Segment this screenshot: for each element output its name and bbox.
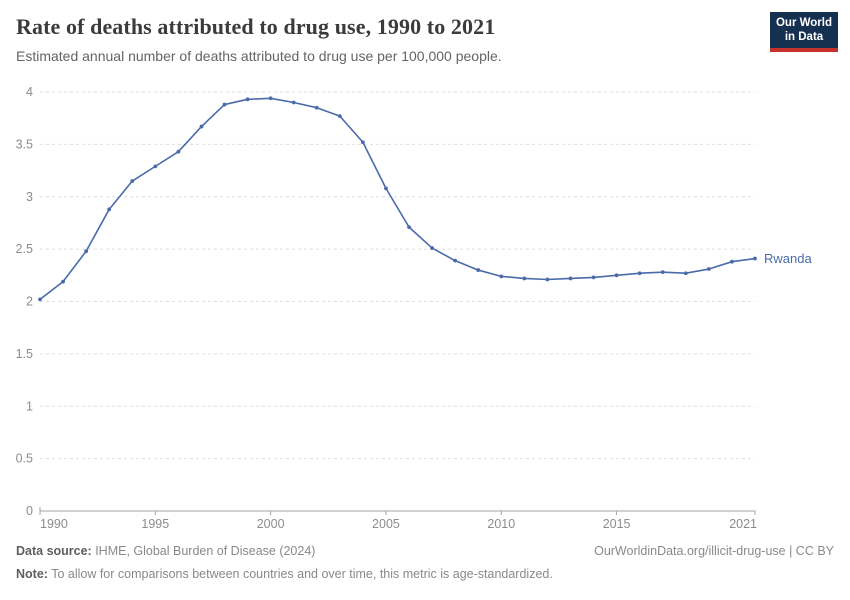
data-source-label: Data source:	[16, 544, 92, 558]
data-point	[314, 105, 319, 110]
chart-subtitle: Estimated annual number of deaths attrib…	[16, 48, 502, 64]
owid-logo[interactable]: Our World in Data	[770, 12, 838, 52]
x-axis-tick-label: 1990	[40, 517, 68, 531]
data-point	[614, 273, 619, 278]
data-point	[637, 271, 642, 276]
y-axis-tick-label: 1	[26, 399, 33, 413]
x-axis-tick-label: 1995	[141, 517, 169, 531]
y-axis-tick-label: 2.5	[16, 242, 33, 256]
data-point	[499, 274, 504, 279]
data-point	[245, 97, 250, 102]
data-point	[384, 186, 388, 191]
data-point	[176, 149, 181, 154]
y-axis-tick-label: 3	[26, 190, 33, 204]
data-point	[545, 277, 550, 282]
data-point	[591, 275, 596, 280]
footer-sources-row: Data source: IHME, Global Burden of Dise…	[16, 544, 834, 558]
data-source-text: Data source: IHME, Global Burden of Dise…	[16, 544, 315, 558]
data-point	[268, 96, 273, 101]
data-point	[683, 271, 688, 276]
data-point	[430, 246, 434, 250]
x-axis-tick-label: 2015	[603, 517, 631, 531]
data-point	[476, 268, 481, 272]
y-axis-tick-label: 4	[26, 85, 33, 99]
note-value: To allow for comparisons between countri…	[47, 567, 553, 581]
data-point	[337, 114, 342, 118]
page-title: Rate of deaths attributed to drug use, 1…	[16, 14, 496, 39]
data-point	[153, 164, 158, 169]
data-source-value: IHME, Global Burden of Disease (2024)	[91, 544, 316, 558]
data-point	[84, 249, 89, 254]
data-point	[199, 124, 204, 129]
data-point	[660, 270, 665, 275]
x-axis-tick-label: 2000	[257, 517, 285, 531]
note-label: Note:	[16, 567, 48, 581]
data-point	[407, 225, 411, 230]
data-point	[291, 100, 296, 105]
data-point	[107, 207, 112, 212]
data-point	[730, 259, 734, 264]
data-point	[38, 297, 42, 302]
footer-note-row: Note: To allow for comparisons between c…	[16, 567, 834, 581]
series-end-label[interactable]: Rwanda	[764, 251, 812, 266]
line-chart-canvas[interactable]: 0 0.5 1 1.5 2 2.5 3 3.5 4 1990 1995 2000 2005 2010 201…	[0, 0, 850, 540]
y-axis-tick-label: 3.5	[16, 137, 33, 151]
owid-logo-line1: Our World	[775, 17, 832, 29]
data-point	[130, 179, 135, 183]
data-point	[753, 256, 757, 261]
x-axis-tick-label: 2005	[372, 517, 400, 531]
y-axis-tick-label: 2	[26, 295, 33, 309]
owid-url-link[interactable]: OurWorldinData.org/illicit-drug-use | CC…	[594, 544, 834, 558]
data-point	[706, 267, 711, 271]
owid-logo-line2: in Data	[784, 30, 824, 43]
y-axis-tick-label: 1.5	[16, 347, 33, 361]
data-point	[61, 279, 65, 284]
data-point	[222, 102, 227, 107]
x-axis-tick-label: 2021	[729, 517, 757, 531]
chart-header: Rate of deaths attributed to drug use, 1…	[16, 14, 756, 65]
x-axis-line	[39, 507, 756, 515]
data-point	[522, 276, 527, 281]
x-axis-tick-label: 2010	[487, 517, 515, 531]
series-line	[39, 97, 756, 301]
data-point	[453, 258, 458, 263]
data-point	[568, 276, 573, 281]
y-axis-tick-label: 0.5	[16, 452, 33, 466]
y-axis-tick-label: 0	[26, 504, 33, 518]
data-point	[361, 140, 365, 145]
